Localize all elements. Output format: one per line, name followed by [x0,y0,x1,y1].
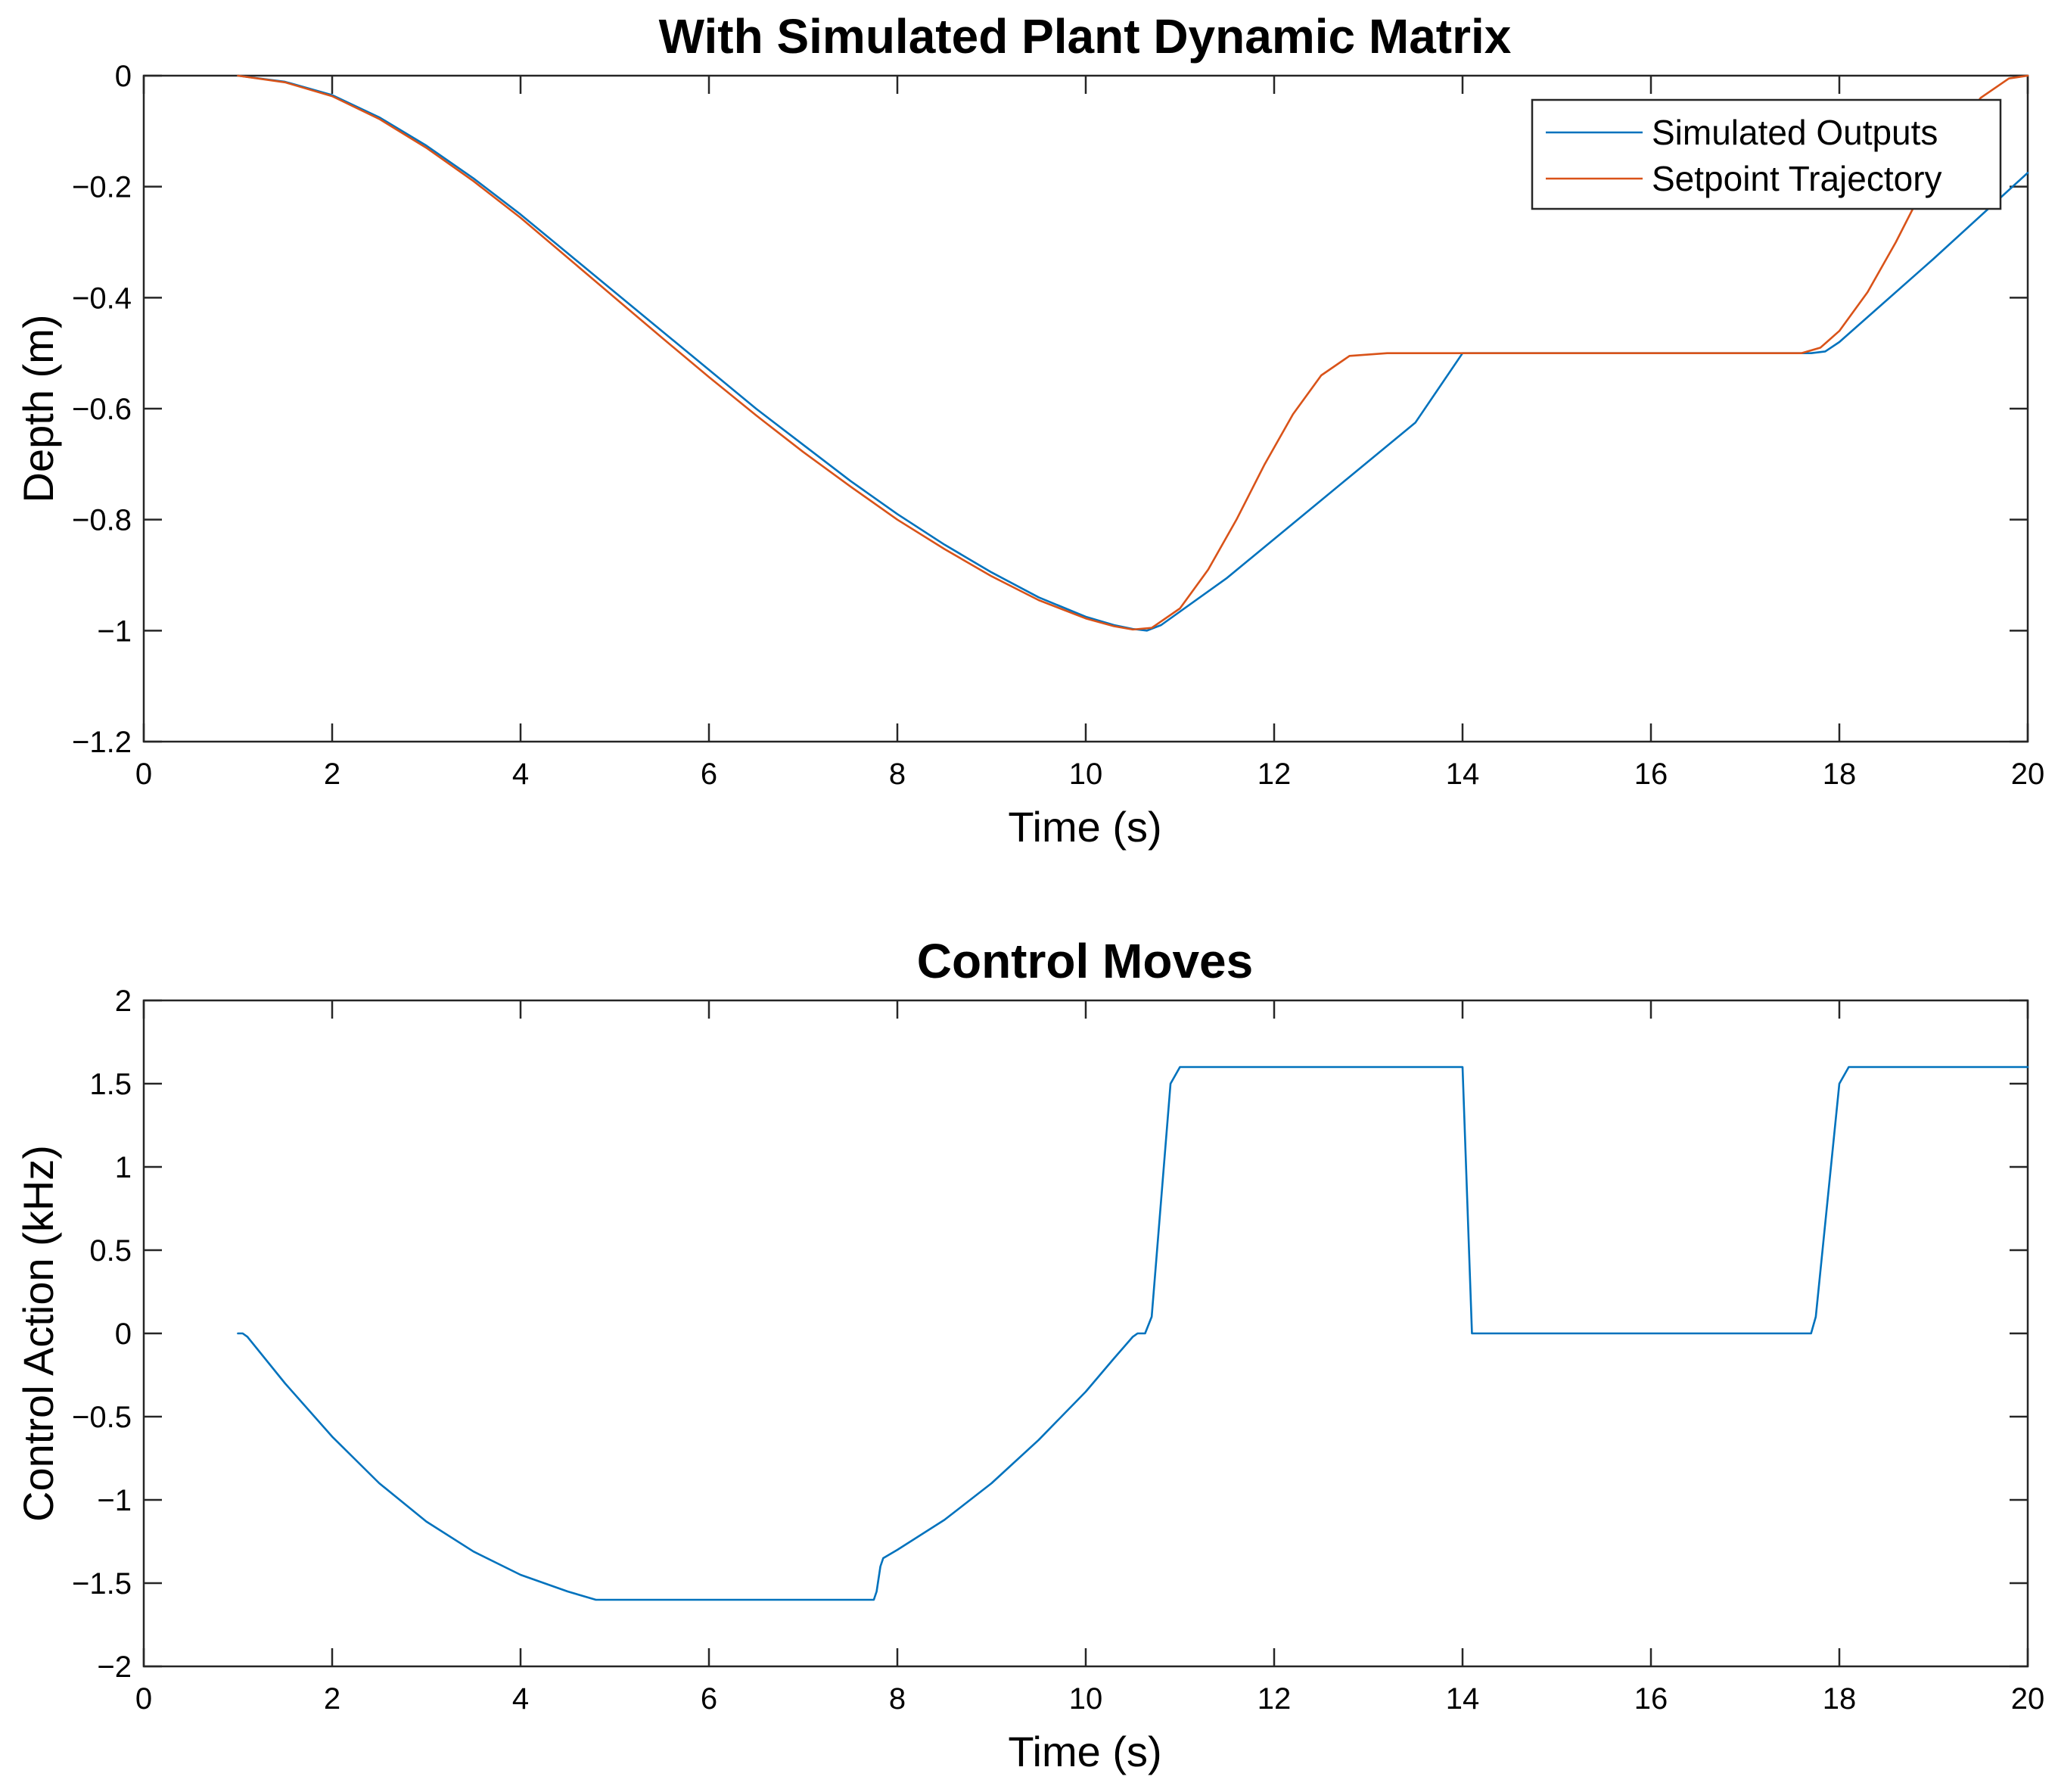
x-tick-label: 14 [1446,758,1480,791]
y-tick-label: −0.4 [72,282,132,315]
legend-label-setpoint-trajectory: Setpoint Trajectory [1652,159,1942,198]
y-tick-label: −0.2 [72,171,132,204]
x-tick-label: 0 [135,758,152,791]
x-tick-label: 18 [1823,758,1857,791]
control-chart-ticks: 0 2 4 6 8 10 12 14 16 18 20 2 1.5 1 0.5 0 −0.5 −1 −1.5 −2 [72,985,2044,1716]
x-tick-label: 16 [1634,1682,1668,1716]
depth-chart: With Simulated Plant Dynamic Matrix 0 2 4 6… [14,9,2044,851]
x-tick-label: 2 [324,1682,340,1716]
x-tick-label: 12 [1257,1682,1292,1716]
depth-chart-title: With Simulated Plant Dynamic Matrix [659,9,1512,64]
x-tick-label: 10 [1069,1682,1103,1716]
depth-y-axis-label: Depth (m) [14,315,62,503]
y-tick-label: −0.8 [72,504,132,537]
control-moves-chart: Control Moves 0 2 4 6 8 10 12 14 16 18 2021.510.50… [14,934,2044,1775]
x-tick-label: 20 [2011,1682,2045,1716]
y-tick-label: 1.5 [89,1068,132,1101]
y-tick-label: 0 [115,60,132,93]
depth-x-axis-label: Time (s) [1008,803,1161,851]
x-tick-label: 14 [1446,1682,1480,1716]
control-x-axis-label: Time (s) [1008,1728,1161,1775]
legend: Simulated Outputs Setpoint Trajectory [1531,98,2002,210]
x-tick-label: 12 [1257,758,1292,791]
control-y-axis-label: Control Action (kHz) [14,1145,62,1522]
x-tick-label: 16 [1634,758,1668,791]
y-tick-label: −1 [97,614,132,648]
x-tick-label: 8 [889,758,906,791]
y-tick-label: −1.2 [72,726,132,759]
x-tick-label: 10 [1069,758,1103,791]
control-chart-title: Control Moves [917,934,1253,988]
y-tick-label: −1.5 [72,1567,132,1601]
y-tick-label: −2 [97,1650,132,1684]
y-tick-label: 0 [115,1318,132,1351]
y-tick-label: −0.6 [72,393,132,426]
x-tick-label: 0 [135,1682,152,1716]
depth-chart-ticks: 0 2 4 6 8 10 12 14 16 18 20 0 −0.2 −0.4 −0.6 −0.8 −1 −1.2 [72,60,2044,791]
x-tick-label: 6 [701,1682,717,1716]
x-tick-label: 2 [324,758,340,791]
y-tick-label: 2 [115,985,132,1018]
legend-box [1531,98,2002,210]
legend-label-simulated-outputs: Simulated Outputs [1652,113,1938,152]
y-tick-label: 1 [115,1151,132,1184]
y-tick-label: −1 [97,1484,132,1517]
control-chart-series [237,1066,2029,1601]
y-tick-label: 0.5 [89,1234,132,1268]
x-tick-label: 20 [2011,758,2045,791]
x-tick-label: 4 [512,758,529,791]
y-tick-label: −0.5 [72,1401,132,1434]
x-tick-label: 6 [701,758,717,791]
x-tick-label: 4 [512,1682,529,1716]
x-tick-label: 18 [1823,1682,1857,1716]
series-line-setpoint-trajectory [237,74,2029,631]
x-tick-label: 8 [889,1682,906,1716]
depth-chart-series [237,74,2029,632]
series-line-control-action [237,1066,2029,1601]
